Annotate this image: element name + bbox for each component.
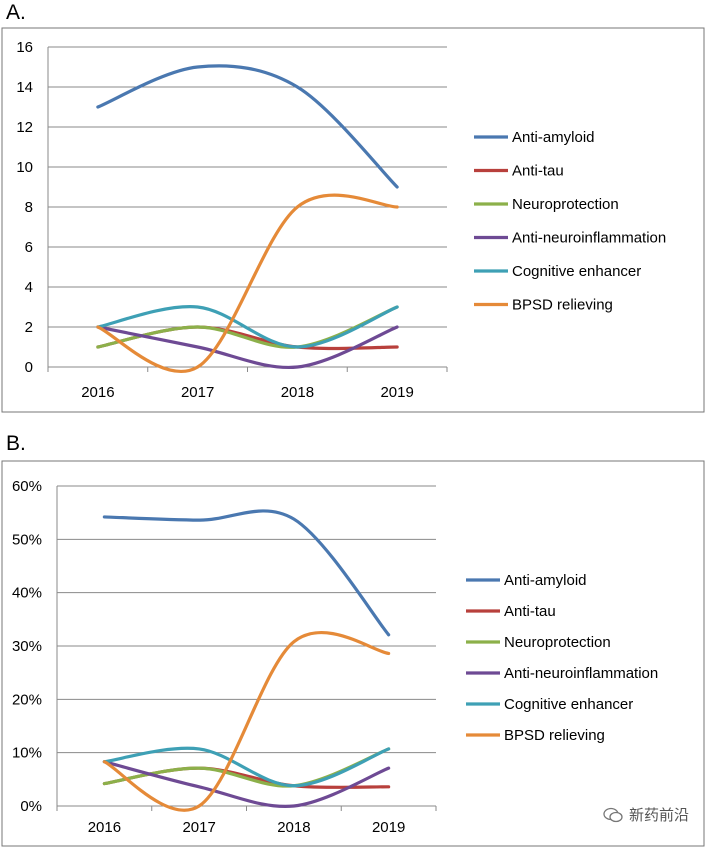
y-tick-label-a-2: 4: [25, 279, 33, 296]
legend-label-a-anti-amyloid: Anti-amyloid: [512, 129, 595, 146]
y-tick-label-a-7: 14: [16, 79, 33, 96]
chart-b: 0% 10% 20% 30% 40% 50% 60% 2016 2017 2018 2019 Anti…: [12, 478, 658, 836]
y-tick-label-a-0: 0: [25, 359, 33, 376]
x-tick-label-a-2018: 2018: [281, 384, 314, 401]
watermark: 新药前沿: [603, 804, 689, 825]
wechat-icon: [603, 807, 623, 822]
legend-label-b-neuroprotection: Neuroprotection: [504, 634, 611, 651]
y-tick-label-b-2: 20%: [12, 691, 42, 708]
y-tick-label-a-8: 16: [16, 39, 33, 56]
x-tick-label-b-2016: 2016: [88, 819, 121, 836]
legend-label-b-anti-amyloid: Anti-amyloid: [504, 572, 587, 589]
legend-label-a-bpsd-relieving: BPSD relieving: [512, 297, 613, 314]
x-tick-label-b-2018: 2018: [277, 819, 310, 836]
y-tick-label-b-4: 40%: [12, 585, 42, 602]
series-line-a-bpsd-relieving: [96, 193, 399, 374]
panel-a-label: A.: [6, 1, 26, 24]
y-tick-label-b-0: 0%: [20, 798, 42, 815]
chart-a: 0 2 4 6 8 10 12 14 16 2016 2017 2018 2019 Anti-amyloi…: [16, 39, 666, 401]
series-line-b-cognitive-enhancer: [102, 746, 391, 788]
y-tick-label-b-5: 50%: [12, 531, 42, 548]
legend-label-b-anti-neuroinflammation: Anti-neuroinflammation: [504, 665, 658, 682]
y-tick-label-a-5: 10: [16, 159, 33, 176]
series-line-b-anti-neuroinflammation: [102, 760, 391, 809]
x-tick-label-b-2019: 2019: [372, 819, 405, 836]
y-tick-label-b-6: 60%: [12, 478, 42, 495]
legend-label-b-bpsd-relieving: BPSD relieving: [504, 727, 605, 744]
y-tick-label-a-1: 2: [25, 319, 33, 336]
series-line-b-anti-amyloid: [102, 509, 391, 637]
series-line-a-anti-neuroinflammation: [96, 325, 399, 370]
x-tick-label-a-2019: 2019: [380, 384, 413, 401]
watermark-text: 新药前沿: [628, 806, 689, 824]
y-tick-label-a-3: 6: [25, 239, 33, 256]
y-tick-label-b-3: 30%: [12, 638, 42, 655]
legend-label-b-anti-tau: Anti-tau: [504, 603, 556, 620]
chart-a-frame: [1, 27, 705, 413]
y-tick-label-b-1: 10%: [12, 745, 42, 762]
legend-label-a-anti-neuroinflammation: Anti-neuroinflammation: [512, 230, 666, 247]
legend-label-b-cognitive-enhancer: Cognitive enhancer: [504, 696, 633, 713]
y-tick-label-a-4: 8: [25, 199, 33, 216]
x-tick-label-a-2016: 2016: [81, 384, 114, 401]
legend-label-a-cognitive-enhancer: Cognitive enhancer: [512, 263, 641, 280]
legend-label-a-anti-tau: Anti-tau: [512, 163, 564, 180]
series-line-b-bpsd-relieving: [102, 630, 391, 812]
x-tick-label-a-2017: 2017: [181, 384, 214, 401]
series-line-a-cognitive-enhancer: [96, 305, 399, 349]
y-tick-label-a-6: 12: [16, 119, 33, 136]
legend-label-a-neuroprotection: Neuroprotection: [512, 196, 619, 213]
series-line-a-anti-amyloid: [96, 64, 399, 189]
panel-b-label: B.: [6, 432, 26, 455]
x-tick-label-b-2017: 2017: [182, 819, 215, 836]
